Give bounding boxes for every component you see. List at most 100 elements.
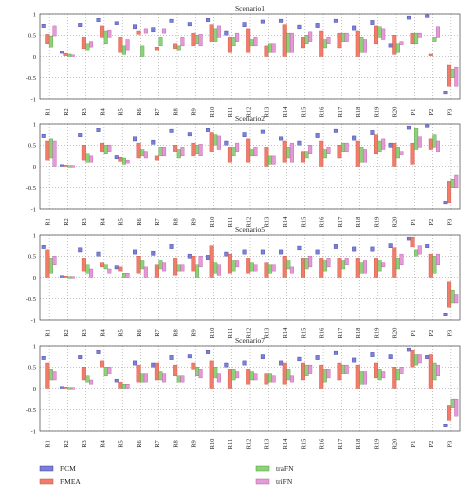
y-tick-label: 0 bbox=[33, 386, 36, 393]
box-fcm-p2 bbox=[425, 14, 430, 18]
box-fcm-p2 bbox=[425, 124, 430, 128]
box-fmea-r3 bbox=[81, 37, 86, 50]
box-fmea-r15 bbox=[300, 37, 305, 49]
category-label: R6 bbox=[136, 107, 143, 115]
category-label: R6 bbox=[136, 217, 143, 225]
box-fcm-r15 bbox=[297, 140, 302, 146]
box-fcm-r11 bbox=[224, 30, 229, 36]
legend-label-trifn: triFN bbox=[276, 477, 293, 486]
box-trafn-r8 bbox=[176, 264, 181, 272]
category-label: R11 bbox=[227, 107, 234, 118]
box-fcm-r19 bbox=[370, 352, 375, 357]
category-label: R13 bbox=[264, 328, 271, 339]
box-trafn-r17 bbox=[341, 260, 346, 270]
box-trifn-r13 bbox=[271, 155, 276, 165]
box-fcm-r5 bbox=[114, 155, 119, 160]
box-trafn-r20 bbox=[395, 147, 400, 159]
box-trafn-r14 bbox=[286, 369, 291, 381]
box-trafn-p2 bbox=[432, 134, 437, 148]
box-fcm-r1 bbox=[41, 133, 46, 138]
box-trafn-r17 bbox=[341, 32, 346, 42]
category-label: R10 bbox=[209, 217, 216, 228]
box-trifn-p1 bbox=[417, 136, 422, 148]
box-fcm-r3 bbox=[78, 355, 83, 359]
y-tick-label: -0.5 bbox=[26, 75, 36, 82]
box-trifn-p2 bbox=[436, 253, 441, 265]
category-label: R10 bbox=[209, 439, 216, 450]
box-trifn-r14 bbox=[289, 266, 294, 274]
category-label: R15 bbox=[300, 439, 307, 450]
box-fcm-r8 bbox=[169, 128, 174, 133]
category-label: R8 bbox=[172, 108, 179, 116]
box-trafn-r15 bbox=[304, 258, 309, 270]
y-tick-label: 0.5 bbox=[28, 143, 36, 150]
box-trifn-r20 bbox=[399, 367, 404, 374]
box-fmea-r9 bbox=[191, 256, 196, 272]
legend-swatch-trifn bbox=[255, 478, 270, 485]
box-trafn-r15 bbox=[304, 364, 309, 376]
panel-title: Scenario7 bbox=[235, 336, 265, 345]
category-label: P1 bbox=[410, 219, 417, 226]
category-label: R7 bbox=[154, 439, 161, 447]
box-trafn-r3 bbox=[85, 264, 90, 274]
box-fmea-r9 bbox=[191, 362, 196, 370]
box-fmea-p3 bbox=[447, 64, 452, 87]
box-fmea-r16 bbox=[319, 258, 324, 278]
category-label: R18 bbox=[355, 439, 362, 450]
box-fmea-r19 bbox=[374, 258, 379, 278]
box-trifn-r11 bbox=[235, 371, 240, 379]
box-trifn-r9 bbox=[198, 369, 203, 379]
box-fcm-r1 bbox=[41, 24, 46, 28]
box-trafn-r5 bbox=[121, 45, 126, 55]
category-label: R5 bbox=[118, 108, 125, 116]
box-trifn-r20 bbox=[399, 253, 404, 265]
box-trafn-r2 bbox=[67, 165, 72, 168]
box-trifn-r11 bbox=[235, 32, 240, 42]
panel-3: Scenario5 -1 -0.5 0 0.5 1 R1 R2 R3 R4 R5 R6 R7 R8 R9 R1… bbox=[26, 225, 461, 339]
category-label: R18 bbox=[355, 107, 362, 118]
box-trifn-r18 bbox=[362, 260, 367, 274]
box-trafn-p2 bbox=[432, 37, 437, 42]
box-trifn-p1 bbox=[417, 245, 422, 255]
box-trafn-r9 bbox=[195, 367, 200, 376]
box-fmea-r3 bbox=[81, 258, 86, 272]
box-trifn-r8 bbox=[180, 264, 185, 272]
box-fmea-r2 bbox=[63, 52, 68, 56]
box-trafn-r13 bbox=[268, 373, 273, 383]
box-trafn-r10 bbox=[213, 367, 218, 379]
box-fmea-r6 bbox=[136, 30, 141, 35]
category-label: R12 bbox=[245, 217, 252, 228]
box-trafn-r17 bbox=[341, 142, 346, 152]
box-fmea-r4 bbox=[100, 262, 105, 268]
category-label: R11 bbox=[227, 328, 234, 339]
box-trifn-r5 bbox=[125, 384, 130, 389]
box-fcm-r15 bbox=[297, 245, 302, 251]
box-trafn-r16 bbox=[322, 39, 327, 49]
box-trafn-r12 bbox=[249, 371, 254, 381]
box-fcm-r10 bbox=[206, 128, 211, 132]
box-trafn-r8 bbox=[176, 45, 181, 51]
box-trafn-r11 bbox=[231, 369, 236, 381]
box-trafn-p2 bbox=[432, 256, 437, 274]
box-fmea-r19 bbox=[374, 134, 379, 154]
category-label: R20 bbox=[392, 217, 399, 228]
box-fmea-r6 bbox=[136, 142, 141, 159]
box-fcm-r2 bbox=[59, 386, 64, 389]
box-trafn-r6 bbox=[140, 45, 145, 57]
box-fcm-r7 bbox=[151, 362, 156, 368]
box-trafn-r11 bbox=[231, 147, 236, 157]
box-trafn-r6 bbox=[140, 149, 145, 157]
box-trifn-r7 bbox=[162, 147, 167, 157]
box-trifn-r14 bbox=[289, 375, 294, 383]
box-fmea-r11 bbox=[227, 369, 232, 389]
box-fmea-p1 bbox=[410, 236, 415, 248]
category-label: P1 bbox=[410, 330, 417, 337]
box-fmea-r7 bbox=[154, 264, 159, 278]
y-tick-label: 1 bbox=[33, 232, 36, 239]
box-trifn-r10 bbox=[216, 135, 221, 150]
box-fcm-r8 bbox=[169, 244, 174, 249]
box-fcm-r11 bbox=[224, 362, 229, 368]
box-fmea-p2 bbox=[428, 354, 433, 389]
box-trafn-p3 bbox=[450, 398, 455, 408]
category-label: R3 bbox=[81, 440, 88, 448]
